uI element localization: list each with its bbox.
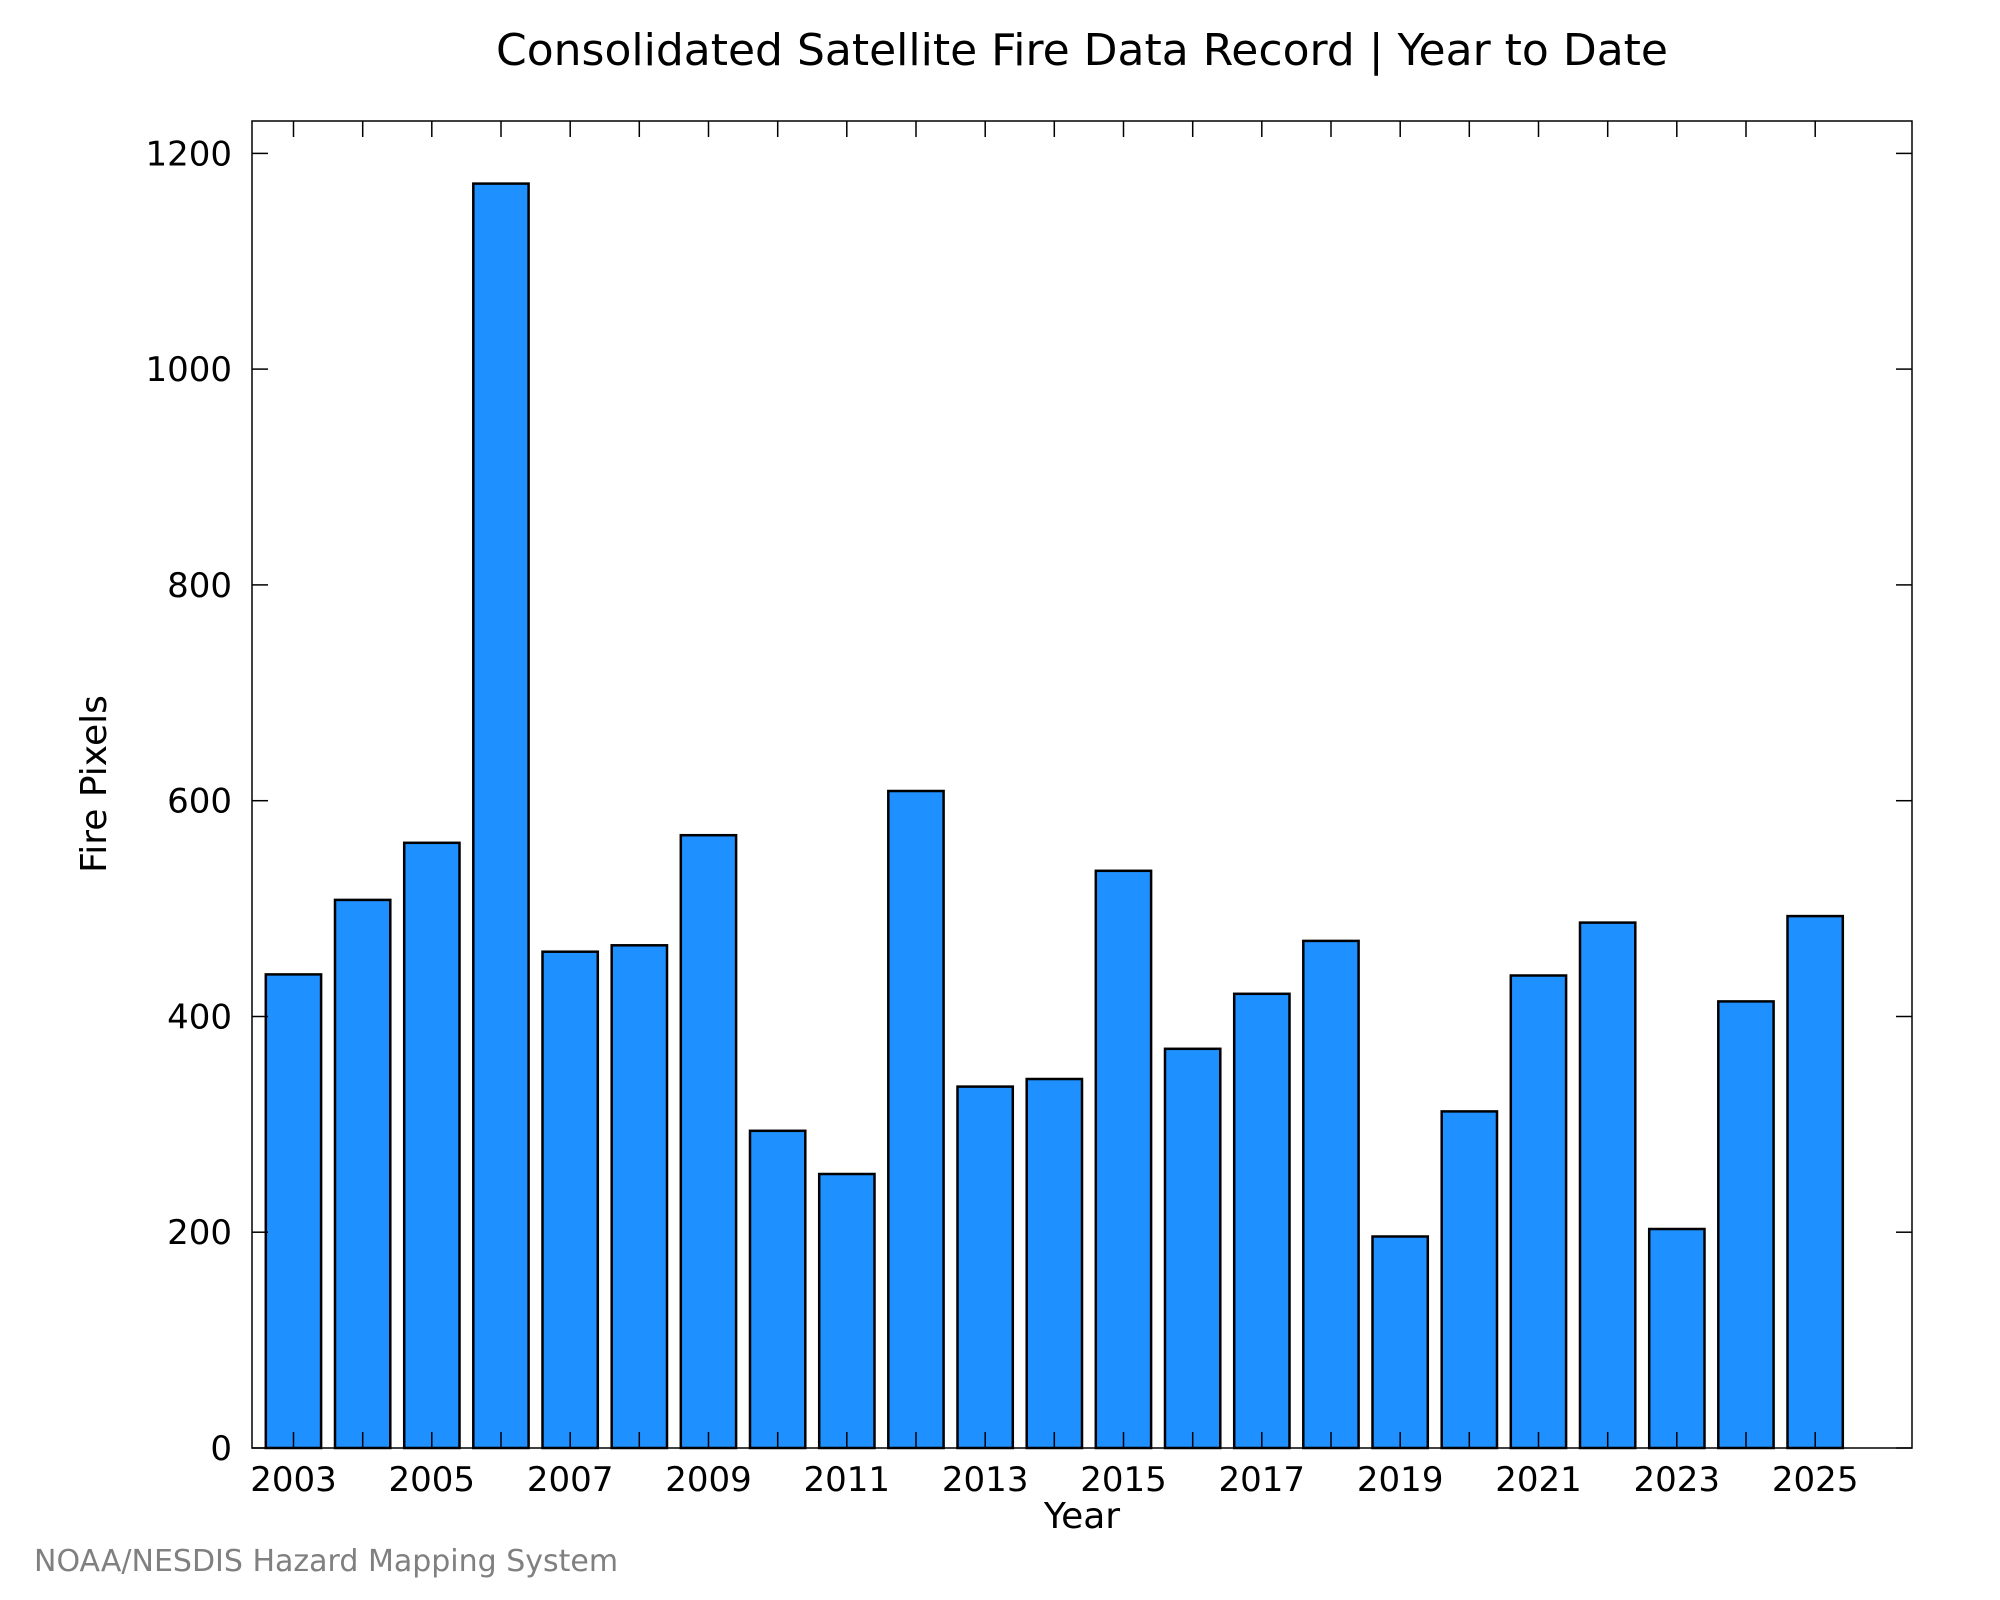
bar-2016 (1163, 1047, 1222, 1450)
bar-2024 (1717, 1000, 1775, 1450)
bar-2004 (333, 898, 392, 1450)
x-tick-label: 2013 (942, 1460, 1029, 1500)
bar-group (264, 182, 1845, 1450)
bar-2009 (679, 833, 738, 1450)
bar-2025 (1786, 914, 1845, 1450)
y-tick-label: 200 (167, 1213, 232, 1253)
bar-2023 (1647, 1227, 1706, 1450)
y-tick-label: 800 (167, 566, 232, 606)
x-tick-label: 2019 (1357, 1460, 1444, 1500)
bar-2019 (1371, 1235, 1430, 1450)
x-tick-label: 2003 (250, 1460, 337, 1500)
bar-2007 (541, 950, 600, 1450)
plot-frame (251, 120, 1913, 1449)
credit-text: NOAA/NESDIS Hazard Mapping System (34, 1544, 618, 1579)
bar-2011 (817, 1172, 876, 1450)
bar-2010 (748, 1129, 807, 1450)
y-tick-label: 600 (167, 782, 232, 822)
bar-2008 (610, 944, 669, 1450)
bar-2017 (1232, 992, 1291, 1450)
bar-2012 (887, 789, 945, 1450)
chart-title: Consolidated Satellite Fire Data Record … (496, 25, 1668, 76)
bar-2018 (1302, 939, 1360, 1450)
x-tick-label: 2015 (1080, 1460, 1167, 1500)
x-tick-label: 2017 (1219, 1460, 1306, 1500)
bar-2021 (1509, 974, 1568, 1450)
x-tick-label: 2005 (389, 1460, 476, 1500)
x-tick-label: 2009 (665, 1460, 752, 1500)
x-axis-label: Year (1043, 1496, 1120, 1537)
y-tick-label: 0 (210, 1429, 232, 1469)
bar-2003 (264, 973, 323, 1450)
y-tick-label: 1200 (145, 134, 232, 174)
y-axis-label: Fire Pixels (74, 695, 115, 873)
bar-2022 (1578, 921, 1637, 1450)
x-tick-label: 2023 (1634, 1460, 1721, 1500)
y-tick-label: 1000 (145, 350, 232, 390)
tick-group: 2003 2005 2007 2009 2011 2013 2015 2017 2019 2021… (145, 121, 1912, 1500)
bar-2006 (472, 182, 530, 1450)
bar-2013 (956, 1085, 1015, 1450)
bar-2005 (402, 841, 461, 1450)
bar-2015 (1094, 869, 1153, 1450)
bar-2020 (1440, 1110, 1499, 1450)
bar-2014 (1025, 1077, 1084, 1450)
y-tick-label: 400 (167, 998, 232, 1038)
x-tick-label: 2007 (527, 1460, 614, 1500)
x-tick-label: 2011 (804, 1460, 891, 1500)
x-tick-label: 2025 (1772, 1460, 1859, 1500)
x-tick-label: 2021 (1495, 1460, 1582, 1500)
